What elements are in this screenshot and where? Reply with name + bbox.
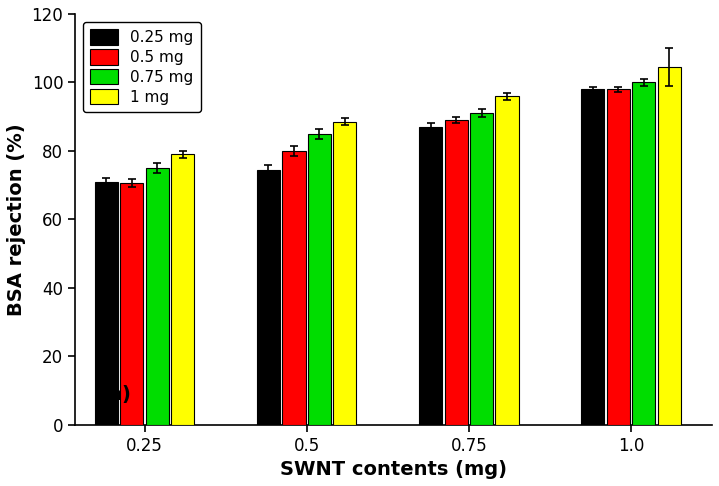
Bar bbox=[658, 67, 681, 425]
Legend: 0.25 mg, 0.5 mg, 0.75 mg, 1 mg: 0.25 mg, 0.5 mg, 0.75 mg, 1 mg bbox=[83, 21, 201, 112]
Bar bbox=[95, 182, 118, 425]
Bar bbox=[171, 154, 194, 425]
Bar bbox=[607, 89, 630, 425]
Bar bbox=[632, 83, 655, 425]
Bar bbox=[495, 96, 518, 425]
Bar bbox=[257, 170, 280, 425]
Bar bbox=[419, 127, 442, 425]
Bar bbox=[146, 168, 169, 425]
Y-axis label: BSA rejection (%): BSA rejection (%) bbox=[7, 123, 26, 315]
Text: (a): (a) bbox=[101, 385, 132, 404]
Bar bbox=[581, 89, 605, 425]
Bar bbox=[308, 134, 331, 425]
Bar bbox=[283, 151, 306, 425]
Bar bbox=[334, 122, 357, 425]
Bar bbox=[120, 183, 143, 425]
Bar bbox=[470, 113, 493, 425]
X-axis label: SWNT contents (mg): SWNT contents (mg) bbox=[280, 460, 507, 479]
Bar bbox=[444, 120, 467, 425]
